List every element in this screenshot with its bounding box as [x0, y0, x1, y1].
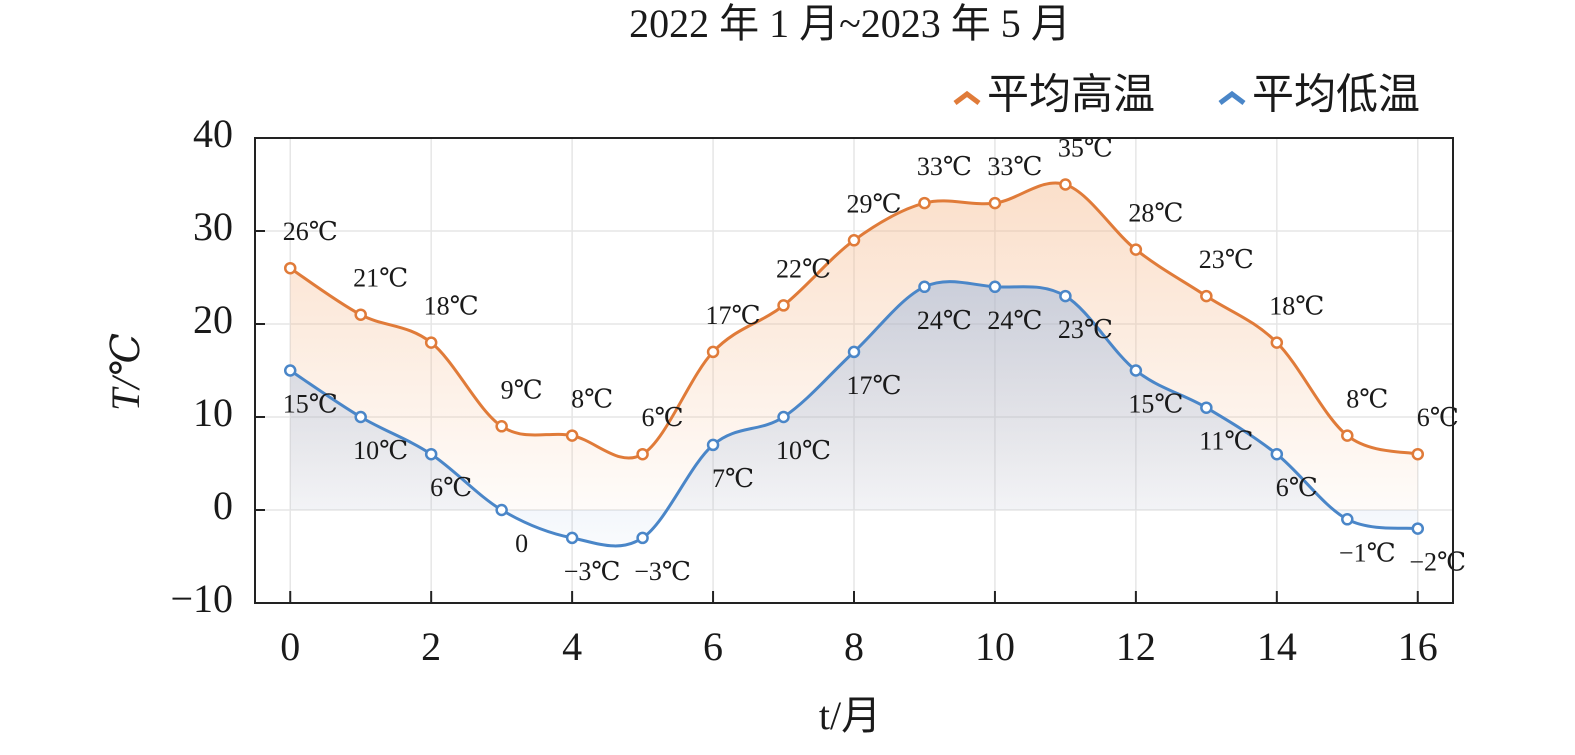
point	[1059, 289, 1072, 303]
point	[847, 345, 861, 359]
point	[706, 345, 720, 359]
point	[1411, 447, 1425, 461]
value-label: 29℃	[846, 189, 901, 218]
x-tick-label: 14	[1257, 624, 1297, 669]
value-label: 15℃	[283, 389, 338, 418]
point	[918, 280, 931, 294]
value-label: 10℃	[353, 436, 408, 465]
point	[636, 531, 649, 545]
legend-marker	[953, 90, 981, 105]
value-label: 24℃	[987, 306, 1042, 335]
legend-label: 平均低温	[1252, 70, 1420, 119]
y-tick-label: 40	[193, 111, 233, 156]
point	[1200, 401, 1213, 414]
point	[424, 447, 438, 461]
value-label: 7℃	[712, 464, 754, 493]
point	[1270, 336, 1284, 349]
y-tick-label: 10	[193, 390, 233, 435]
point	[1411, 522, 1425, 535]
legend-marker	[1218, 90, 1246, 105]
point	[495, 503, 508, 517]
x-tick-label: 10	[975, 624, 1015, 669]
point	[988, 280, 1002, 294]
y-tick-label: −10	[170, 576, 233, 621]
point	[354, 410, 367, 424]
value-label: 15℃	[1128, 389, 1183, 418]
y-tick-label: 0	[213, 483, 233, 528]
value-label: 22℃	[776, 254, 831, 283]
point	[988, 196, 1002, 210]
value-label: 23℃	[1058, 315, 1113, 344]
value-label: −3℃	[564, 557, 621, 586]
value-label: 6℃	[430, 473, 472, 502]
point	[495, 420, 508, 433]
x-tick-label: 0	[280, 624, 300, 669]
value-label: −3℃	[634, 557, 691, 586]
y-tick-label: 30	[193, 204, 233, 249]
value-label: 6℃	[1417, 403, 1459, 432]
point	[354, 308, 367, 321]
legend-label: 平均高温	[987, 70, 1155, 119]
point	[565, 429, 579, 442]
x-axis-label: t/月	[819, 693, 881, 738]
point	[1270, 447, 1284, 461]
x-tick-label: 12	[1116, 624, 1156, 669]
value-label: 8℃	[571, 385, 613, 414]
point	[777, 410, 790, 424]
value-label: 17℃	[846, 371, 901, 400]
point	[283, 364, 297, 377]
x-tick-label: 6	[703, 624, 723, 669]
point	[847, 234, 861, 247]
value-label: 18℃	[424, 292, 479, 321]
value-label: 23℃	[1199, 245, 1254, 274]
point	[636, 447, 649, 461]
point	[706, 438, 720, 452]
value-label: 8℃	[1346, 385, 1388, 414]
point	[1200, 289, 1213, 303]
x-tick-label: 16	[1398, 624, 1438, 669]
chart-title: 2022 年 1 月~2023 年 5 月	[629, 1, 1071, 46]
value-label: 6℃	[642, 403, 684, 432]
area	[290, 281, 1418, 546]
point	[918, 196, 931, 210]
x-tick-label: 2	[421, 624, 441, 669]
value-label: 10℃	[776, 436, 831, 465]
value-label: −1℃	[1339, 538, 1396, 567]
value-label: 17℃	[706, 301, 761, 330]
y-axis-label: T/℃	[103, 333, 148, 411]
point	[777, 299, 790, 312]
value-label: 21℃	[353, 264, 408, 293]
point	[1059, 178, 1072, 191]
value-label: −2℃	[1409, 548, 1466, 577]
value-label: 33℃	[987, 152, 1042, 181]
value-label: 0	[515, 529, 528, 558]
point	[1341, 429, 1354, 442]
value-label: 18℃	[1269, 292, 1324, 321]
value-label: 6℃	[1276, 473, 1318, 502]
point	[1129, 243, 1143, 256]
x-tick-label: 4	[562, 624, 582, 669]
value-label: 33℃	[917, 152, 972, 181]
value-label: 11℃	[1199, 427, 1253, 456]
point	[1129, 364, 1143, 377]
y-tick-label: 20	[193, 297, 233, 342]
value-label: 24℃	[917, 306, 972, 335]
point	[1341, 513, 1354, 526]
value-label: 28℃	[1128, 199, 1183, 228]
point	[283, 261, 297, 275]
point	[565, 531, 579, 545]
point	[424, 336, 438, 349]
value-label: 9℃	[501, 375, 543, 404]
plot-frame	[254, 137, 1454, 604]
x-tick-label: 8	[844, 624, 864, 669]
value-label: 26℃	[283, 217, 338, 246]
